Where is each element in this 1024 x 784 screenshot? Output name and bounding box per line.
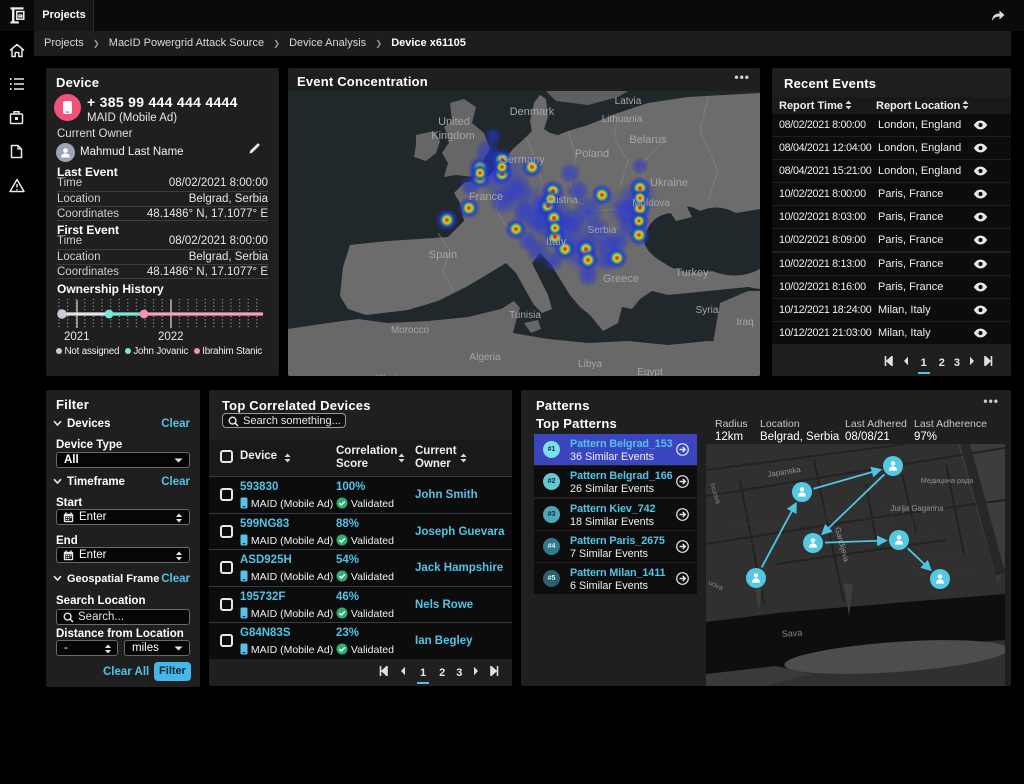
svg-text:Latvia: Latvia (615, 96, 642, 107)
svg-text:Poland: Poland (575, 148, 609, 160)
svg-text:Greece: Greece (603, 273, 639, 285)
svg-text:Moldova: Moldova (632, 198, 670, 209)
svg-text:Jurija Gagarina: Jurija Gagarina (891, 504, 945, 513)
svg-text:Libya: Libya (578, 359, 602, 370)
svg-text:Iraq: Iraq (736, 317, 753, 328)
svg-text:Tunisia: Tunisia (509, 310, 541, 321)
svg-text:Turkey: Turkey (675, 267, 709, 279)
svg-text:Lithuania: Lithuania (602, 114, 643, 125)
svg-text:Sava: Sava (781, 628, 802, 639)
svg-text:Медицина рада: Медицина рада (921, 476, 973, 485)
svg-text:United: United (438, 116, 470, 128)
svg-text:Denmark: Denmark (510, 106, 555, 118)
svg-text:Germany: Germany (499, 154, 545, 166)
svg-text:Italy: Italy (546, 236, 567, 248)
svg-text:Austria: Austria (546, 195, 578, 206)
svg-text:Egypt: Egypt (637, 367, 663, 376)
svg-text:Algeria: Algeria (469, 352, 501, 363)
svg-text:Spain: Spain (429, 249, 457, 261)
svg-text:Morocco: Morocco (391, 325, 430, 336)
svg-text:Ukraine: Ukraine (650, 177, 688, 189)
svg-text:Kingdom: Kingdom (431, 130, 474, 142)
svg-text:Syria: Syria (696, 305, 719, 316)
svg-text:Belarus: Belarus (629, 134, 667, 146)
svg-text:France: France (469, 191, 503, 203)
svg-text:Serbia: Serbia (588, 225, 617, 236)
svg-text:Western: Western (376, 373, 409, 376)
